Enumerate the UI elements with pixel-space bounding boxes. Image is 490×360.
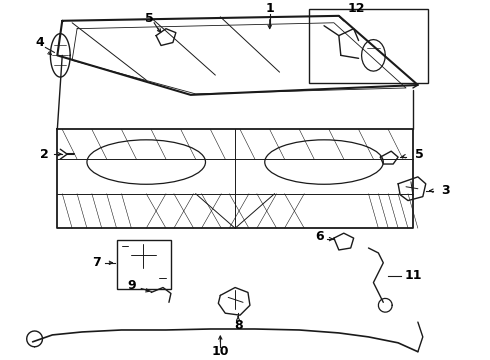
Text: 3: 3 bbox=[441, 184, 450, 197]
Text: 9: 9 bbox=[127, 279, 136, 292]
Bar bbox=[309, 9, 428, 83]
Text: 2: 2 bbox=[40, 148, 49, 161]
Text: 5: 5 bbox=[145, 12, 153, 25]
Text: 10: 10 bbox=[212, 345, 229, 358]
Text: 7: 7 bbox=[93, 256, 101, 269]
Text: 4: 4 bbox=[35, 36, 44, 49]
Text: 8: 8 bbox=[234, 319, 243, 332]
Text: 6: 6 bbox=[315, 230, 323, 243]
Text: 5: 5 bbox=[416, 148, 424, 161]
Text: 1: 1 bbox=[265, 3, 274, 15]
Text: 12: 12 bbox=[348, 3, 366, 15]
Bar bbox=[117, 240, 171, 289]
Text: 11: 11 bbox=[404, 269, 422, 282]
